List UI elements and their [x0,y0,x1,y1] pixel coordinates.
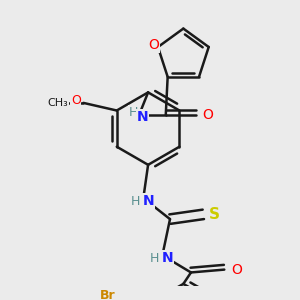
Text: N: N [142,194,154,208]
Text: H: H [150,252,160,265]
Text: O: O [231,262,242,277]
Text: Br: Br [100,289,116,300]
Text: N: N [137,110,149,124]
Text: N: N [161,251,173,265]
Text: CH₃: CH₃ [47,98,68,108]
Text: O: O [71,94,81,107]
Text: O: O [202,108,213,122]
Text: S: S [209,207,220,222]
Text: H: H [131,194,140,208]
Text: H: H [129,106,138,118]
Text: O: O [149,38,160,52]
